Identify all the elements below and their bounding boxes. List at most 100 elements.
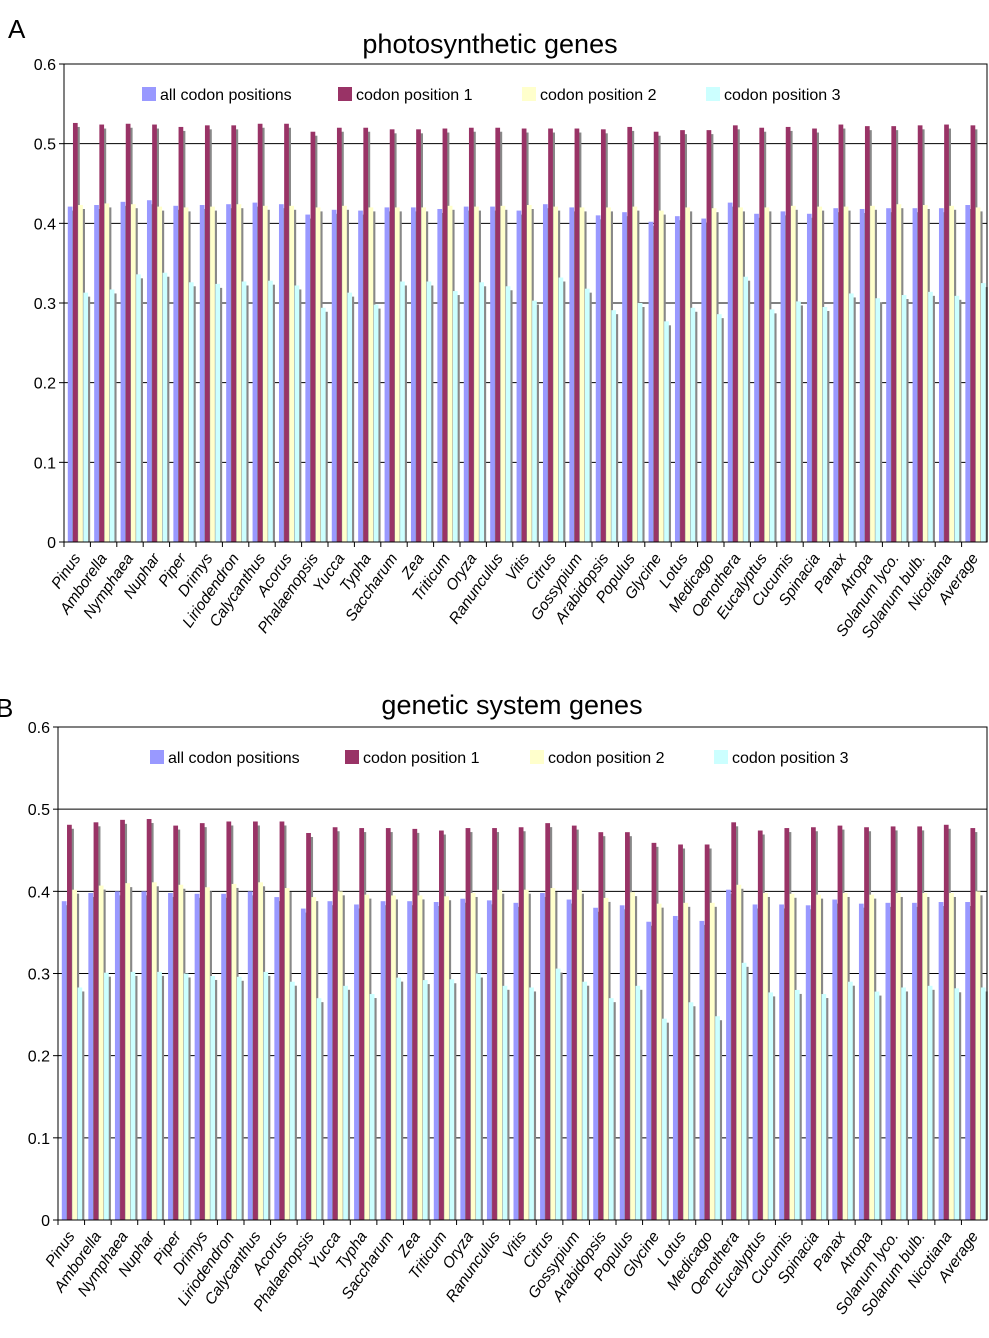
bar-shadow (330, 905, 335, 1220)
bar-shadow (558, 972, 563, 1220)
bar (241, 281, 247, 542)
bar-shadow (371, 211, 376, 542)
bar (439, 830, 444, 1220)
bar-shadow (473, 896, 478, 1220)
bar-shadow (202, 209, 207, 542)
bar-shadow (915, 212, 920, 543)
bar-shadow (133, 975, 138, 1220)
bar-shadow (611, 1002, 616, 1220)
bar-shadow (323, 311, 328, 542)
bar-shadow (968, 209, 973, 542)
bar-shadow (303, 912, 308, 1220)
bar-shadow (309, 836, 314, 1220)
bar (843, 206, 849, 542)
bar-shadow (207, 129, 212, 543)
bar (970, 828, 976, 1220)
bar-shadow (69, 828, 74, 1220)
bar-shadow (425, 984, 430, 1220)
bar-shadow (630, 130, 635, 543)
bar (274, 897, 280, 1220)
bar (463, 206, 469, 542)
bar (236, 204, 242, 543)
bar (912, 208, 918, 543)
axes (59, 63, 988, 547)
bar-shadow (572, 211, 577, 542)
legend-swatch (530, 750, 544, 764)
bar-shadow (529, 209, 534, 542)
bar (205, 887, 210, 1220)
bar (421, 207, 427, 542)
bar (780, 211, 786, 542)
bar (938, 208, 944, 543)
bar-shadow (75, 126, 80, 542)
bar (358, 210, 363, 542)
bar (603, 897, 609, 1220)
bar (342, 205, 347, 542)
bar (183, 973, 189, 1220)
bar-shadow (260, 127, 265, 542)
bar (452, 291, 458, 542)
bar (886, 208, 891, 543)
panel-b: B genetic system genes 00.10.20.30.40.50… (0, 690, 988, 1319)
bar-shadow (819, 898, 824, 1220)
bar (757, 830, 763, 1220)
bar (922, 892, 928, 1220)
bar (674, 216, 680, 542)
bar-shadow (835, 903, 840, 1220)
bar (151, 882, 157, 1220)
bar (93, 822, 99, 1220)
bar (231, 883, 237, 1220)
bar (289, 205, 295, 542)
bar-shadow (872, 209, 877, 542)
legend-swatch (522, 87, 536, 101)
bar (502, 985, 508, 1220)
bar (125, 883, 131, 1220)
bar (210, 206, 215, 542)
bar-shadow (666, 325, 671, 542)
bar-shadow (691, 1006, 696, 1220)
bar (890, 826, 896, 1220)
bar-shadow (503, 209, 508, 542)
bar-shadow (545, 208, 550, 543)
bar-shadow (468, 832, 473, 1220)
bar (449, 979, 455, 1220)
bar-shadow (229, 208, 234, 543)
bar-shadow (239, 980, 244, 1220)
bar (651, 842, 657, 1220)
bar-shadow (102, 128, 107, 542)
bar (125, 123, 131, 542)
bar (632, 206, 638, 542)
bar-shadow (97, 209, 102, 542)
bar (364, 894, 370, 1220)
panel-letter: B (0, 693, 13, 723)
bar-shadow (197, 897, 202, 1220)
bar (764, 207, 770, 542)
bar-shadow (297, 289, 302, 542)
bar-shadow (96, 826, 101, 1220)
bar (662, 1018, 667, 1220)
bar (743, 276, 749, 542)
bar-shadow (840, 829, 845, 1220)
bar (523, 889, 529, 1220)
bar (658, 210, 664, 542)
bar (252, 202, 258, 542)
bar (832, 899, 838, 1220)
bar (944, 124, 949, 543)
legend-label: all codon positions (160, 87, 292, 104)
bar-shadow (585, 985, 590, 1220)
bar-shadow (319, 1002, 324, 1220)
bar-shadow (782, 908, 787, 1220)
bar-shadow (410, 905, 415, 1220)
bar-shadow (846, 210, 851, 542)
bar-shadow (344, 209, 349, 542)
bar-shadow (207, 891, 212, 1220)
bar-shadow (649, 925, 654, 1220)
y-tick-label: 0.1 (28, 1131, 50, 1148)
bar-shadow (734, 826, 739, 1220)
bar (577, 889, 582, 1220)
bar-shadow (765, 896, 770, 1220)
bar-shadow (292, 209, 297, 542)
bar-shadow (524, 132, 529, 542)
bar (141, 891, 147, 1220)
bar-shadow (418, 133, 423, 542)
